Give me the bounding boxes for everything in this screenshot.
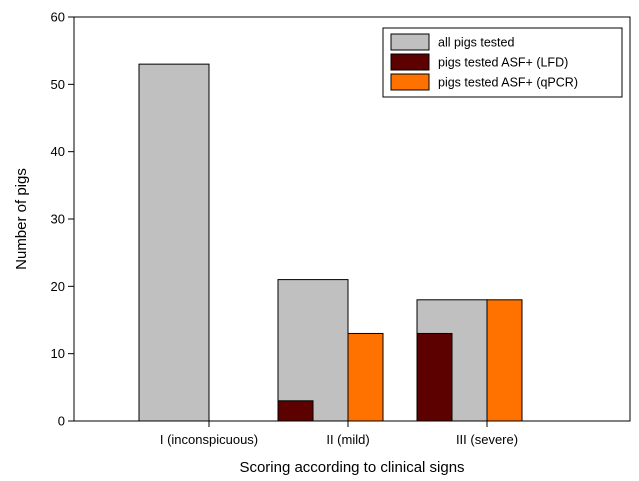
x-axis: I (inconspicuous) II (mild) III (severe) — [160, 421, 518, 447]
bar-all-pigs-tested — [138, 63, 210, 422]
y-tick-label: 60 — [51, 10, 65, 25]
legend-swatch — [390, 53, 430, 71]
y-tick-label: 20 — [51, 279, 65, 294]
x-tick-label: III (severe) — [456, 432, 518, 447]
y-tick-label: 50 — [51, 77, 65, 92]
legend-label: pigs tested ASF+ (LFD) — [438, 56, 568, 70]
y-tick-label: 40 — [51, 144, 65, 159]
bar-asf-lfd — [416, 332, 453, 422]
y-axis: 0 10 20 30 40 50 60 — [51, 10, 74, 429]
x-tick-label: I (inconspicuous) — [160, 432, 258, 447]
legend-swatch — [390, 33, 430, 51]
y-tick-label: 10 — [51, 346, 65, 361]
legend-swatch — [390, 73, 430, 91]
legend: all pigs tested pigs tested ASF+ (LFD) pig… — [382, 27, 623, 98]
y-tick-label: 30 — [51, 212, 65, 227]
legend-label: pigs tested ASF+ (qPCR) — [438, 76, 578, 90]
y-tick-label: 0 — [58, 414, 65, 429]
legend-label: all pigs tested — [438, 36, 514, 50]
y-axis-title: Number of pigs — [13, 168, 30, 270]
bar-asf-qpcr — [347, 332, 384, 422]
x-tick-label: II (mild) — [326, 432, 369, 447]
bar-asf-lfd — [277, 400, 314, 422]
bar-asf-qpcr — [486, 299, 523, 422]
bars-layer — [138, 63, 523, 422]
x-axis-title: Scoring according to clinical signs — [239, 459, 464, 476]
bar-all-pigs-tested — [277, 279, 349, 422]
